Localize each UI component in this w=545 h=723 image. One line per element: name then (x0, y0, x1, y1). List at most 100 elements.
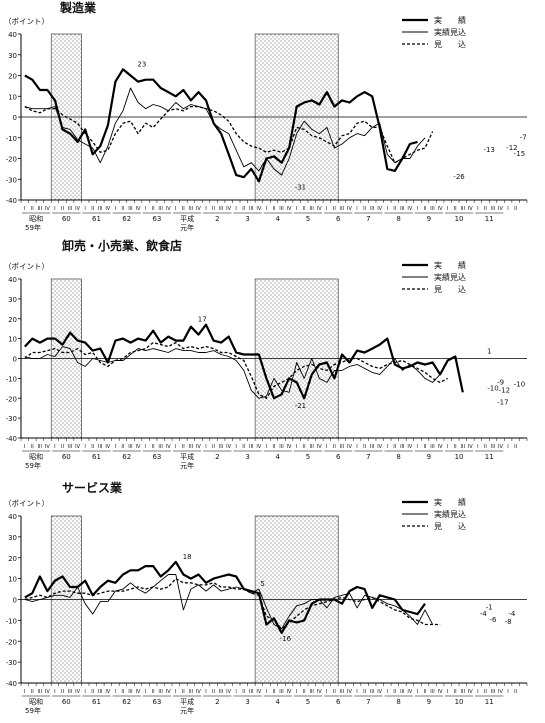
x-quarter-label: I (507, 206, 508, 212)
x-quarter-label: I (266, 444, 267, 450)
x-quarter-label: III (461, 206, 465, 212)
x-year-label: 2 (215, 698, 219, 706)
x-quarter-label: III (219, 444, 223, 450)
x-quarter-label: II (303, 689, 306, 695)
y-tick-label: -20 (6, 395, 17, 403)
x-quarter-label: I (24, 444, 25, 450)
data-label: -4 (508, 610, 516, 618)
x-year-label: 11 (485, 698, 494, 706)
legend-label: 実績見込 (434, 272, 466, 282)
x-quarter-label: III (38, 206, 42, 212)
chart-title: サービス業 (62, 480, 123, 495)
x-quarter-label: I (507, 444, 508, 450)
data-label: -6 (490, 616, 498, 624)
x-quarter-label: II (303, 444, 306, 450)
data-label: 23 (137, 60, 146, 68)
x-quarter-label: IV (347, 206, 352, 212)
x-quarter-label: III (491, 689, 495, 695)
data-label: -21 (295, 402, 306, 410)
x-quarter-label: I (326, 689, 327, 695)
x-quarter-label: III (491, 444, 495, 450)
x-quarter-label: II (484, 689, 487, 695)
x-quarter-label: II (242, 689, 245, 695)
x-year-label: 昭和 (29, 452, 43, 461)
x-quarter-label: II (514, 206, 517, 212)
x-quarter-label: III (128, 206, 132, 212)
x-quarter-label: I (84, 444, 85, 450)
x-quarter-label: I (54, 206, 55, 212)
x-era-label: 元年 (180, 706, 194, 715)
series-line-3 (24, 577, 441, 630)
data-label: -4 (480, 610, 488, 618)
x-quarter-label: I (507, 689, 508, 695)
data-label: 5 (260, 580, 264, 588)
x-quarter-label: IV (226, 689, 231, 695)
data-label: -9 (497, 378, 504, 386)
x-quarter-label: IV (438, 444, 443, 450)
x-quarter-label: II (423, 689, 426, 695)
x-quarter-label: I (205, 689, 206, 695)
x-quarter-label: I (477, 689, 478, 695)
data-label: -1 (486, 604, 493, 612)
y-tick-label: -30 (6, 415, 17, 423)
x-quarter-label: II (31, 689, 34, 695)
x-year-label: 平成 (180, 214, 194, 223)
x-quarter-label: IV (75, 689, 80, 695)
x-quarter-label: II (484, 206, 487, 212)
y-tick-label: 30 (8, 296, 17, 304)
x-quarter-label: II (212, 206, 215, 212)
x-quarter-label: I (356, 206, 357, 212)
data-label: -16 (280, 635, 292, 643)
data-label: 1 (487, 348, 491, 356)
x-quarter-label: III (98, 689, 102, 695)
x-quarter-label: I (477, 206, 478, 212)
x-quarter-label: IV (196, 206, 201, 212)
x-quarter-label: IV (226, 206, 231, 212)
x-quarter-label: IV (468, 689, 473, 695)
x-quarter-label: III (249, 689, 253, 695)
x-year-label: 昭和 (29, 214, 43, 223)
y-tick-label: -30 (6, 176, 17, 184)
y-tick-label: 0 (13, 114, 17, 122)
y-tick-label: -10 (6, 135, 17, 143)
legend-label: 見 込 (434, 522, 466, 531)
series-line-2 (24, 574, 433, 630)
x-quarter-label: II (423, 444, 426, 450)
x-quarter-label: III (98, 444, 102, 450)
x-year-label: 5 (306, 453, 310, 461)
x-quarter-label: II (514, 689, 517, 695)
x-quarter-label: I (296, 689, 297, 695)
x-quarter-label: IV (438, 206, 443, 212)
x-quarter-label: I (417, 689, 418, 695)
x-quarter-label: II (212, 689, 215, 695)
x-quarter-label: IV (498, 689, 503, 695)
x-quarter-label: I (477, 444, 478, 450)
y-tick-label: -10 (6, 375, 17, 383)
y-axis-label: （ポイント） (4, 262, 49, 271)
x-year-label: 11 (485, 215, 494, 223)
x-quarter-label: II (61, 689, 64, 695)
x-year-label: 60 (62, 215, 71, 223)
x-quarter-label: III (219, 206, 223, 212)
x-quarter-label: II (363, 206, 366, 212)
x-quarter-label: IV (377, 689, 382, 695)
x-quarter-label: I (417, 444, 418, 450)
x-year-label: 61 (92, 453, 101, 461)
y-tick-label: 10 (8, 93, 17, 101)
x-quarter-label: I (386, 444, 387, 450)
x-quarter-label: II (182, 206, 185, 212)
series-line-1 (23, 323, 464, 400)
x-year-label: 9 (427, 453, 431, 461)
x-quarter-label: I (205, 206, 206, 212)
x-quarter-label: I (386, 689, 387, 695)
x-quarter-label: I (145, 206, 146, 212)
x-quarter-label: IV (407, 689, 412, 695)
x-quarter-label: I (447, 689, 448, 695)
x-year-label: 3 (245, 698, 249, 706)
x-year-label: 9 (427, 698, 431, 706)
x-quarter-label: III (491, 206, 495, 212)
y-tick-label: 40 (8, 31, 17, 39)
x-quarter-label: II (212, 444, 215, 450)
x-quarter-label: II (91, 206, 94, 212)
data-label: -10 (514, 380, 525, 388)
